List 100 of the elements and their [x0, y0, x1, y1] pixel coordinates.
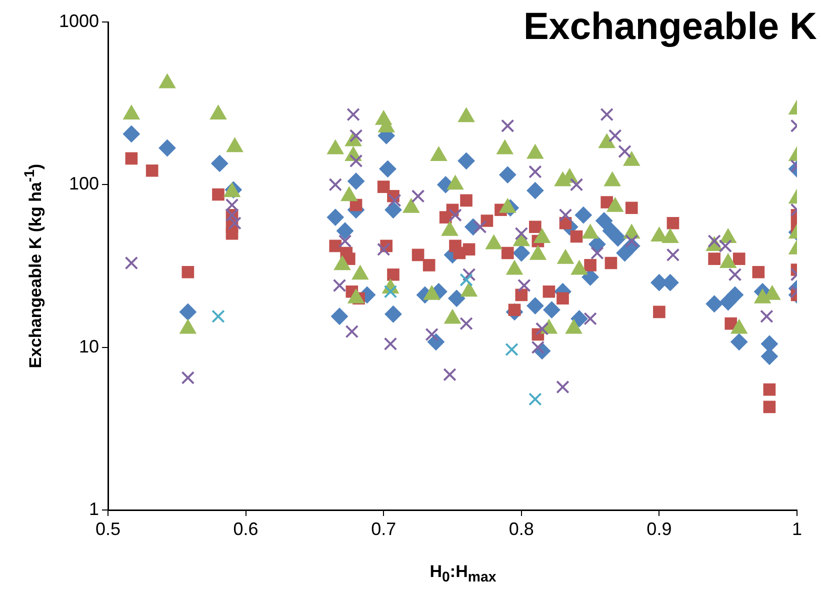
point: [443, 368, 456, 382]
point: [211, 154, 228, 172]
point: [124, 256, 138, 270]
point: [422, 259, 436, 272]
point: [666, 248, 680, 262]
point: [125, 152, 138, 165]
point: [570, 310, 588, 328]
point: [346, 108, 360, 122]
point: [570, 230, 583, 243]
point: [228, 216, 242, 230]
point: [384, 201, 402, 218]
point: [425, 328, 438, 342]
point: [609, 230, 626, 247]
point: [458, 152, 475, 170]
x-tick-label: 0.8: [508, 518, 534, 539]
point: [763, 400, 776, 414]
x-tick-label: 0.7: [371, 518, 396, 539]
point: [574, 206, 592, 224]
point: [328, 178, 342, 192]
point: [505, 342, 518, 356]
point: [531, 340, 545, 354]
point: [528, 165, 542, 178]
point: [348, 172, 365, 190]
point: [528, 392, 542, 406]
point: [556, 292, 569, 305]
point: [387, 268, 400, 281]
point: [653, 306, 666, 318]
point: [226, 227, 238, 240]
point: [608, 129, 622, 142]
point: [384, 306, 402, 323]
point: [158, 140, 176, 157]
y-tick-label: 10: [78, 336, 99, 356]
x-tick-label: 0.9: [646, 518, 672, 539]
point: [515, 288, 528, 302]
point: [345, 324, 359, 338]
x-tick-label: 1: [792, 518, 802, 539]
point: [726, 286, 744, 304]
y-tick-label: 1: [88, 498, 99, 519]
point: [590, 246, 604, 260]
point: [338, 234, 352, 248]
x-tick-label: 0.6: [233, 518, 258, 539]
point: [146, 164, 158, 177]
point: [543, 301, 560, 318]
point: [336, 222, 354, 240]
x-tick-label: 0.5: [95, 518, 121, 539]
point: [460, 273, 473, 286]
point: [331, 308, 348, 325]
point: [596, 212, 613, 230]
point: [500, 119, 514, 132]
point: [379, 160, 396, 178]
point: [625, 202, 638, 214]
point: [332, 278, 346, 292]
point: [181, 371, 195, 384]
point: [600, 196, 613, 208]
point: [518, 278, 531, 292]
point: [512, 244, 530, 262]
point: [732, 252, 746, 265]
point: [600, 108, 614, 122]
y-tick-label: 1000: [58, 10, 99, 31]
point: [706, 295, 723, 312]
x-axis-title: H$_{0}$:H$_{max}$: [428, 562, 498, 586]
point: [529, 220, 542, 234]
point: [724, 317, 738, 330]
point: [570, 178, 584, 192]
point: [212, 188, 224, 201]
point: [728, 268, 742, 282]
point: [526, 182, 544, 200]
point: [326, 208, 344, 226]
chart-title: Exchangeable K: [523, 6, 817, 49]
point: [212, 310, 225, 324]
point: [412, 248, 424, 262]
point: [388, 194, 402, 208]
point: [584, 259, 596, 272]
point: [122, 125, 140, 142]
point: [462, 268, 476, 282]
point: [604, 256, 618, 270]
point: [556, 380, 570, 394]
point: [752, 266, 765, 278]
point: [718, 239, 732, 253]
point: [763, 383, 776, 396]
point: [462, 243, 476, 256]
point: [427, 333, 444, 350]
point: [411, 189, 425, 203]
point: [179, 303, 196, 320]
point: [448, 208, 462, 222]
point: [499, 166, 516, 184]
point: [760, 335, 778, 352]
point: [526, 297, 544, 314]
point: [377, 180, 390, 193]
point: [730, 333, 748, 350]
point: [558, 208, 572, 222]
point: [666, 216, 680, 230]
point: [501, 246, 514, 260]
point: [460, 194, 472, 207]
point: [349, 154, 363, 168]
point: [384, 337, 398, 351]
point: [329, 240, 342, 252]
point: [542, 285, 556, 298]
point: [708, 252, 720, 265]
point: [376, 242, 390, 256]
